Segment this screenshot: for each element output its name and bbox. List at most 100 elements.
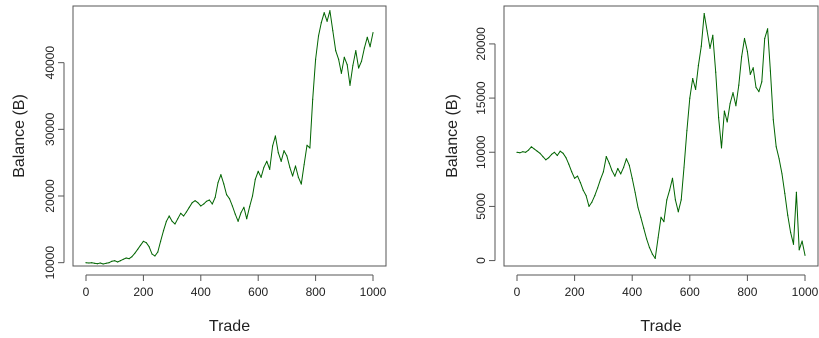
data-point bbox=[798, 249, 800, 251]
data-point bbox=[249, 206, 251, 208]
balance-series-line bbox=[85, 10, 374, 265]
data-point bbox=[122, 258, 124, 260]
data-point bbox=[165, 220, 167, 222]
data-point bbox=[519, 152, 521, 154]
data-point bbox=[131, 256, 133, 258]
data-point bbox=[671, 177, 674, 179]
data-point bbox=[335, 50, 337, 52]
y-axis-title: Balance (B) bbox=[11, 94, 28, 178]
data-point bbox=[154, 255, 156, 257]
x-tick-label: 200 bbox=[133, 285, 153, 299]
data-point bbox=[677, 211, 679, 213]
data-point bbox=[634, 191, 636, 193]
data-point bbox=[111, 260, 113, 262]
data-point bbox=[243, 206, 245, 208]
data-point bbox=[761, 81, 763, 83]
data-point bbox=[533, 148, 535, 150]
data-point bbox=[795, 191, 798, 193]
data-point bbox=[553, 151, 556, 153]
data-point bbox=[700, 45, 702, 47]
data-point bbox=[220, 174, 222, 176]
data-point bbox=[346, 64, 348, 66]
data-point bbox=[767, 28, 769, 30]
data-point bbox=[105, 262, 107, 264]
data-point bbox=[280, 160, 282, 162]
data-point bbox=[527, 149, 530, 151]
chart-panel-1: 0 200 400 600 800 1000 10000 20000 30000 40000 Tra… bbox=[11, 5, 387, 335]
data-point bbox=[651, 253, 654, 255]
data-point bbox=[139, 244, 142, 246]
y-tick-label: 15000 bbox=[474, 81, 488, 115]
data-point bbox=[292, 175, 294, 177]
y-tick-label: 40000 bbox=[43, 46, 57, 80]
data-point bbox=[781, 173, 783, 175]
data-point bbox=[240, 212, 242, 214]
data-point bbox=[358, 67, 360, 69]
x-tick-label: 200 bbox=[565, 285, 585, 299]
data-point bbox=[738, 84, 740, 86]
data-point bbox=[568, 163, 570, 165]
data-point bbox=[363, 47, 365, 49]
data-point bbox=[599, 178, 602, 180]
data-point bbox=[137, 248, 139, 250]
data-point bbox=[755, 86, 757, 88]
x-tick-label: 0 bbox=[514, 285, 521, 299]
data-point bbox=[697, 65, 700, 67]
data-point bbox=[749, 73, 751, 75]
data-point bbox=[758, 91, 760, 93]
data-point bbox=[643, 227, 645, 229]
data-point bbox=[732, 92, 734, 94]
data-point bbox=[582, 189, 584, 191]
data-point bbox=[260, 176, 262, 178]
data-point bbox=[775, 146, 777, 148]
data-point bbox=[145, 242, 147, 244]
data-point bbox=[602, 171, 605, 173]
data-point bbox=[692, 78, 694, 80]
data-point bbox=[628, 164, 630, 166]
data-point bbox=[177, 218, 179, 220]
x-tick-label: 0 bbox=[83, 285, 90, 299]
data-point bbox=[617, 167, 619, 170]
plot-frame bbox=[503, 5, 819, 267]
data-point bbox=[88, 262, 90, 264]
y-tick-label: 0 bbox=[474, 257, 488, 264]
data-point bbox=[715, 71, 717, 73]
data-point bbox=[125, 257, 127, 259]
data-point bbox=[323, 12, 325, 14]
data-point bbox=[234, 213, 236, 215]
data-point bbox=[579, 182, 582, 184]
data-point bbox=[683, 166, 685, 168]
data-point bbox=[312, 98, 314, 100]
data-point bbox=[801, 240, 803, 242]
data-point bbox=[637, 206, 639, 209]
data-point bbox=[223, 183, 225, 185]
data-point bbox=[556, 154, 558, 157]
data-point bbox=[326, 20, 328, 22]
x-tick-label: 600 bbox=[248, 285, 268, 299]
data-point bbox=[171, 220, 173, 222]
data-point bbox=[640, 216, 642, 218]
data-point bbox=[315, 58, 317, 60]
data-point bbox=[303, 164, 305, 166]
data-point bbox=[588, 205, 590, 207]
data-point bbox=[246, 218, 248, 220]
data-point bbox=[735, 105, 737, 107]
data-point bbox=[148, 246, 150, 248]
data-point bbox=[99, 262, 101, 264]
data-point bbox=[660, 216, 662, 218]
data-point bbox=[729, 102, 731, 105]
x-tick-label: 800 bbox=[306, 285, 326, 299]
data-point bbox=[646, 238, 648, 240]
data-point bbox=[263, 166, 265, 168]
data-point bbox=[162, 230, 165, 232]
data-point bbox=[269, 168, 271, 170]
data-point bbox=[551, 153, 553, 155]
data-point bbox=[96, 263, 99, 265]
data-point bbox=[778, 158, 780, 160]
data-point bbox=[119, 260, 121, 262]
data-point bbox=[516, 151, 518, 153]
y-tick-label: 10000 bbox=[474, 135, 488, 169]
data-point bbox=[746, 50, 749, 53]
data-point bbox=[274, 135, 276, 137]
